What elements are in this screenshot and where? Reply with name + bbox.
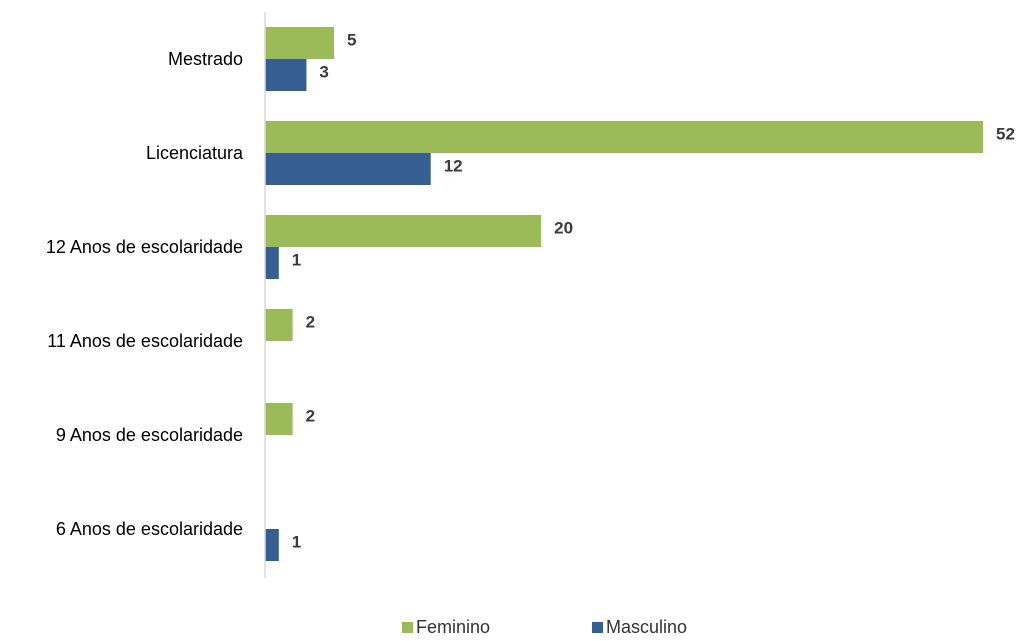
value-label-masculino-licenciatura: 12 [444, 156, 463, 175]
value-label-masculino-12-anos-de-escolaridade: 1 [292, 250, 301, 269]
value-label-feminino-11-anos-de-escolaridade: 2 [306, 312, 315, 331]
bar-feminino-mestrado [265, 27, 335, 59]
value-label-masculino-6-anos-de-escolaridade: 1 [292, 532, 301, 551]
category-label-6-anos-de-escolaridade: 6 Anos de escolaridade [56, 519, 243, 539]
legend-label-masculino: Masculino [606, 617, 687, 637]
bar-feminino-12-anos-de-escolaridade [265, 215, 542, 247]
legend: Feminino Masculino [402, 617, 687, 637]
category-label-9-anos-de-escolaridade: 9 Anos de escolaridade [56, 425, 243, 445]
value-label-feminino-licenciatura: 52 [996, 124, 1015, 143]
legend-label-feminino: Feminino [416, 617, 490, 637]
category-label-licenciatura: Licenciatura [146, 143, 244, 163]
value-label-feminino-9-anos-de-escolaridade: 2 [306, 406, 315, 425]
bar-feminino-11-anos-de-escolaridade [265, 309, 293, 341]
bar-feminino-licenciatura [265, 121, 983, 153]
legend-swatch-masculino [592, 622, 603, 633]
bars-group [265, 27, 983, 561]
category-label-11-anos-de-escolaridade: 11 Anos de escolaridade [47, 331, 243, 351]
category-labels-group: Mestrado Licenciatura 12 Anos de escolarid… [46, 49, 244, 539]
value-label-masculino-mestrado: 3 [319, 62, 328, 81]
value-label-feminino-mestrado: 5 [347, 30, 356, 49]
category-label-12-anos-de-escolaridade: 12 Anos de escolaridade [46, 237, 243, 257]
bar-feminino-9-anos-de-escolaridade [265, 403, 293, 435]
bar-masculino-6-anos-de-escolaridade [265, 529, 279, 561]
category-label-mestrado: Mestrado [168, 49, 243, 69]
value-label-feminino-12-anos-de-escolaridade: 20 [554, 218, 573, 237]
legend-swatch-feminino [402, 622, 413, 633]
bar-masculino-12-anos-de-escolaridade [265, 247, 279, 279]
bar-masculino-mestrado [265, 59, 307, 91]
bar-masculino-licenciatura [265, 153, 431, 185]
